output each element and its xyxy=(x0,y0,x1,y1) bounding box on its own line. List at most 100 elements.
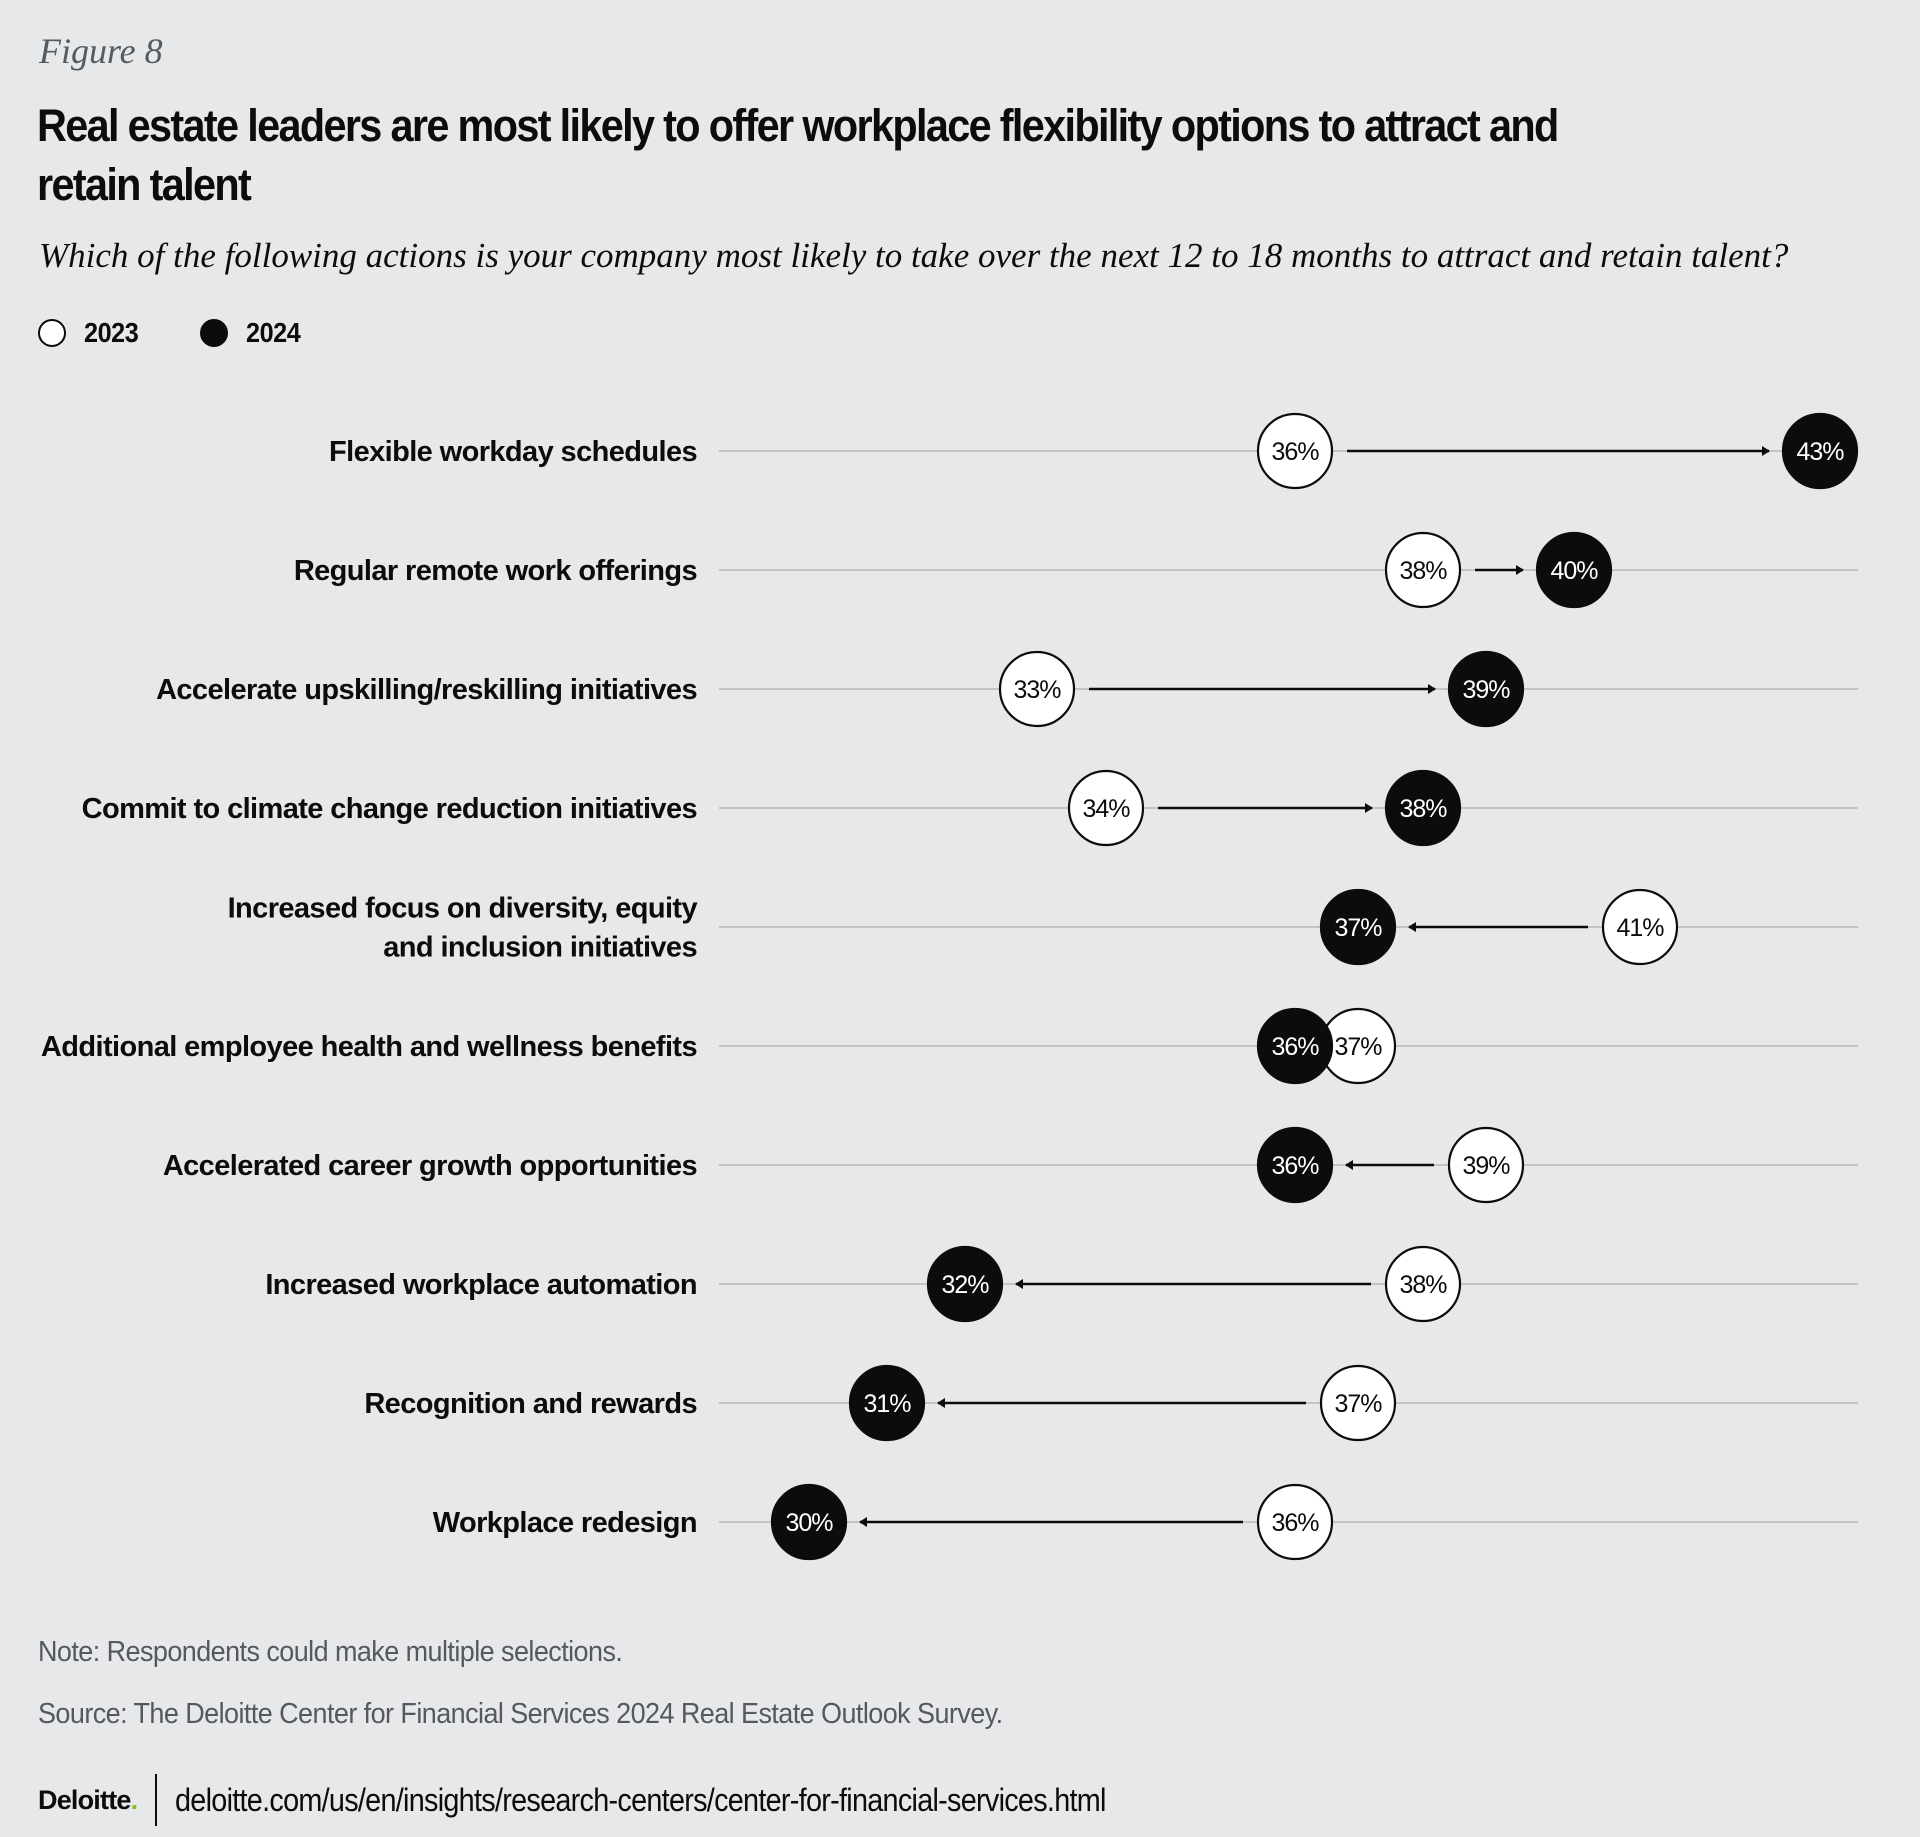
point-2023: 38% xyxy=(1384,1245,1462,1323)
value-label: 30% xyxy=(785,1509,833,1537)
legend-item-2023: 2023 xyxy=(38,317,144,349)
point-2023: 36% xyxy=(1256,1483,1334,1561)
brand-name: Deloitte xyxy=(38,1784,131,1815)
row-label-line: Increased focus on diversity, equity xyxy=(228,893,698,925)
marker-2024 xyxy=(1781,412,1859,490)
filled-circle-icon xyxy=(200,319,229,347)
figure-label: Figure 8 xyxy=(39,31,163,71)
marker-2024 xyxy=(1384,769,1462,847)
value-label: 38% xyxy=(1399,795,1447,823)
legend: 2023 2024 xyxy=(38,314,363,352)
point-2023: 38% xyxy=(1384,531,1462,609)
value-label: 37% xyxy=(1334,1390,1382,1418)
value-label: 36% xyxy=(1271,1033,1319,1061)
value-label: 39% xyxy=(1462,1152,1510,1180)
point-2024: 40% xyxy=(1535,531,1613,609)
chart-row: Increased focus on diversity, equity and … xyxy=(228,888,1858,966)
row-label: Additional employee health and wellness … xyxy=(41,1031,697,1063)
chart-row: Increased workplace automation 38% 32% xyxy=(265,1245,1858,1323)
marker-2024 xyxy=(1447,650,1525,728)
row-label: Accelerated career growth opportunities xyxy=(163,1150,697,1182)
value-label: 34% xyxy=(1082,795,1130,823)
open-circle-icon xyxy=(38,319,66,347)
legend-label: 2024 xyxy=(246,317,301,348)
row-label-line: Accelerated career growth opportunities xyxy=(163,1150,697,1182)
chart-row: Accelerate upskilling/reskilling initiat… xyxy=(156,650,1858,728)
marker-2023 xyxy=(1067,769,1145,847)
marker-2024 xyxy=(1256,1007,1334,1085)
row-label-line: Recognition and rewards xyxy=(364,1388,697,1420)
marker-2024 xyxy=(926,1245,1004,1323)
row-label-line: Regular remote work offerings xyxy=(294,555,697,587)
value-label: 32% xyxy=(941,1271,989,1299)
chart-row: Flexible workday schedules 36% 43% xyxy=(329,412,1859,490)
value-label: 33% xyxy=(1013,676,1061,704)
value-label: 43% xyxy=(1796,438,1844,466)
marker-2023 xyxy=(998,650,1076,728)
marker-2023 xyxy=(1384,531,1462,609)
value-label: 40% xyxy=(1550,557,1598,585)
value-label: 31% xyxy=(863,1390,911,1418)
row-label-line: Additional employee health and wellness … xyxy=(41,1031,697,1063)
point-2024: 38% xyxy=(1384,769,1462,847)
point-2023: 33% xyxy=(998,650,1076,728)
point-2023: 37% xyxy=(1319,1364,1397,1442)
row-label: Accelerate upskilling/reskilling initiat… xyxy=(156,674,697,706)
row-label-line: Flexible workday schedules xyxy=(329,436,697,468)
deloitte-logo: Deloitte. xyxy=(38,1784,138,1816)
value-label: 38% xyxy=(1399,557,1447,585)
point-2024: 30% xyxy=(770,1483,848,1561)
chart-row: Additional employee health and wellness … xyxy=(41,1007,1858,1085)
chart-source: Source: The Deloitte Center for Financia… xyxy=(38,1698,1003,1730)
row-label: Increased workplace automation xyxy=(265,1269,697,1301)
marker-2023 xyxy=(1256,412,1334,490)
point-2024: 36% xyxy=(1256,1126,1334,1204)
value-label: 36% xyxy=(1271,1509,1319,1537)
value-label: 36% xyxy=(1271,1152,1319,1180)
value-label: 37% xyxy=(1334,914,1382,942)
row-label: Regular remote work offerings xyxy=(294,555,697,587)
point-2024: 31% xyxy=(848,1364,926,1442)
chart-row: Regular remote work offerings 38% 40% xyxy=(294,531,1858,609)
row-label: Flexible workday schedules xyxy=(329,436,697,468)
value-label: 41% xyxy=(1616,914,1664,942)
point-2024: 36% xyxy=(1256,1007,1334,1085)
marker-2023 xyxy=(1319,1364,1397,1442)
row-label-line: Commit to climate change reduction initi… xyxy=(82,793,697,825)
chart-row: Recognition and rewards 37% 31% xyxy=(364,1364,1858,1442)
footer-url-link[interactable]: deloitte.com/us/en/insights/research-cen… xyxy=(175,1781,1107,1818)
marker-2023 xyxy=(1384,1245,1462,1323)
brand-dot: . xyxy=(130,1784,138,1815)
point-2024: 39% xyxy=(1447,650,1525,728)
marker-2023 xyxy=(1447,1126,1525,1204)
value-label: 36% xyxy=(1271,438,1319,466)
marker-2023 xyxy=(1256,1483,1334,1561)
row-label-line: and inclusion initiatives xyxy=(383,932,697,964)
row-label: Workplace redesign xyxy=(433,1507,697,1539)
chart-title: Real estate leaders are most likely to o… xyxy=(37,100,1559,210)
value-label: 37% xyxy=(1334,1033,1382,1061)
point-2023: 34% xyxy=(1067,769,1145,847)
legend-item-2024: 2024 xyxy=(200,317,306,349)
marker-2024 xyxy=(770,1483,848,1561)
chart-row: Workplace redesign 36% 30% xyxy=(433,1483,1858,1561)
point-2023: 41% xyxy=(1601,888,1679,966)
marker-2024 xyxy=(1256,1126,1334,1204)
marker-2023 xyxy=(1601,888,1679,966)
chart-subtitle: Which of the following actions is your c… xyxy=(39,236,1789,275)
chart-row: Commit to climate change reduction initi… xyxy=(82,769,1858,847)
row-label-line: Accelerate upskilling/reskilling initiat… xyxy=(156,674,697,706)
chart-row: Accelerated career growth opportunities 3… xyxy=(163,1126,1858,1204)
footer-divider xyxy=(155,1774,158,1826)
point-2023: 37% xyxy=(1319,1007,1397,1085)
chart-note: Note: Respondents could make multiple se… xyxy=(38,1636,623,1668)
point-2023: 39% xyxy=(1447,1126,1525,1204)
row-label: Increased focus on diversity, equity and … xyxy=(228,893,698,964)
marker-2024 xyxy=(1319,888,1397,966)
marker-2024 xyxy=(848,1364,926,1442)
point-2023: 36% xyxy=(1256,412,1334,490)
point-2024: 37% xyxy=(1319,888,1397,966)
point-2024: 43% xyxy=(1781,412,1859,490)
marker-2024 xyxy=(1535,531,1613,609)
